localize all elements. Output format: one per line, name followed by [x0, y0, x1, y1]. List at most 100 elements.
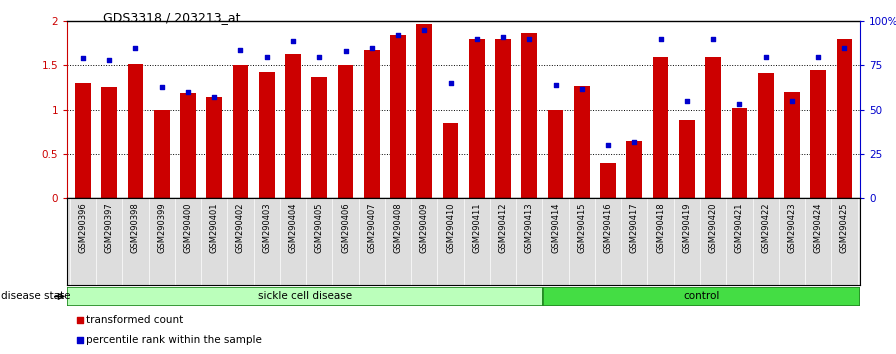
Bar: [837, 39, 852, 198]
Text: GSM290396: GSM290396: [79, 202, 88, 253]
Bar: [390, 34, 406, 198]
Point: [574, 86, 589, 91]
Bar: [758, 73, 773, 198]
Bar: [626, 141, 642, 198]
Point: [627, 139, 642, 144]
Text: GSM290419: GSM290419: [683, 202, 692, 253]
Text: GSM290415: GSM290415: [577, 202, 586, 253]
Bar: [574, 86, 590, 198]
Text: control: control: [684, 291, 719, 302]
Point: [312, 54, 326, 59]
Bar: [127, 64, 143, 198]
Point: [444, 80, 458, 86]
Point: [706, 36, 720, 42]
Point: [811, 54, 825, 59]
Text: transformed count: transformed count: [86, 315, 184, 325]
Text: GDS3318 / 203213_at: GDS3318 / 203213_at: [103, 11, 240, 24]
Point: [365, 45, 379, 51]
Point: [339, 48, 353, 54]
Bar: [75, 83, 90, 198]
Bar: [600, 163, 616, 198]
Point: [102, 57, 116, 63]
Bar: [731, 108, 747, 198]
Text: GSM290398: GSM290398: [131, 202, 140, 253]
Bar: [495, 39, 511, 198]
Point: [785, 98, 799, 104]
Point: [181, 89, 195, 95]
Point: [76, 56, 90, 61]
Point: [73, 318, 87, 323]
Text: disease state: disease state: [1, 291, 71, 302]
Bar: [206, 97, 222, 198]
Text: GSM290412: GSM290412: [498, 202, 507, 253]
Point: [470, 36, 484, 42]
Text: GSM290414: GSM290414: [551, 202, 560, 253]
Bar: [784, 92, 800, 198]
Text: GSM290400: GSM290400: [184, 202, 193, 253]
Point: [732, 102, 746, 107]
Text: GSM290416: GSM290416: [604, 202, 613, 253]
Point: [418, 27, 432, 33]
Bar: [364, 50, 380, 198]
Point: [128, 45, 142, 51]
Point: [601, 142, 616, 148]
Point: [207, 95, 221, 100]
Point: [286, 38, 300, 44]
Bar: [469, 39, 485, 198]
Bar: [547, 110, 564, 198]
Bar: [705, 57, 721, 198]
Text: sickle cell disease: sickle cell disease: [258, 291, 352, 302]
Bar: [154, 110, 169, 198]
Text: GSM290403: GSM290403: [263, 202, 271, 253]
Text: GSM290404: GSM290404: [289, 202, 297, 253]
Text: GSM290408: GSM290408: [393, 202, 402, 253]
Bar: [521, 33, 538, 198]
Point: [154, 84, 168, 90]
Point: [233, 47, 247, 52]
Bar: [679, 120, 694, 198]
Text: GSM290407: GSM290407: [367, 202, 376, 253]
Bar: [652, 57, 668, 198]
Point: [759, 54, 773, 59]
Text: GSM290417: GSM290417: [630, 202, 639, 253]
Text: GSM290423: GSM290423: [788, 202, 797, 253]
Text: GSM290399: GSM290399: [157, 202, 167, 253]
Bar: [67, 287, 543, 306]
Text: GSM290409: GSM290409: [420, 202, 429, 253]
Point: [260, 54, 274, 59]
Text: GSM290401: GSM290401: [210, 202, 219, 253]
Point: [548, 82, 563, 88]
Text: GSM290402: GSM290402: [236, 202, 245, 253]
Bar: [180, 93, 196, 198]
Text: GSM290397: GSM290397: [105, 202, 114, 253]
Point: [73, 337, 87, 343]
Text: GSM290421: GSM290421: [735, 202, 744, 253]
Text: GSM290406: GSM290406: [341, 202, 350, 253]
Text: GSM290424: GSM290424: [814, 202, 823, 253]
Text: GSM290422: GSM290422: [761, 202, 771, 253]
Text: GSM290411: GSM290411: [472, 202, 481, 253]
Point: [391, 33, 405, 38]
Point: [680, 98, 694, 104]
Text: GSM290425: GSM290425: [840, 202, 849, 253]
Bar: [810, 70, 826, 198]
Bar: [101, 87, 117, 198]
Bar: [233, 65, 248, 198]
Bar: [443, 123, 459, 198]
Point: [837, 45, 851, 51]
Text: GSM290413: GSM290413: [525, 202, 534, 253]
Point: [522, 36, 537, 42]
Point: [495, 34, 510, 40]
Bar: [543, 287, 860, 306]
Text: GSM290410: GSM290410: [446, 202, 455, 253]
Text: GSM290420: GSM290420: [709, 202, 718, 253]
Text: GSM290418: GSM290418: [656, 202, 665, 253]
Text: percentile rank within the sample: percentile rank within the sample: [86, 335, 262, 345]
Bar: [259, 72, 275, 198]
Point: [653, 36, 668, 42]
Bar: [338, 65, 353, 198]
Bar: [285, 54, 301, 198]
Bar: [312, 77, 327, 198]
Bar: [417, 24, 432, 198]
Text: GSM290405: GSM290405: [314, 202, 323, 253]
